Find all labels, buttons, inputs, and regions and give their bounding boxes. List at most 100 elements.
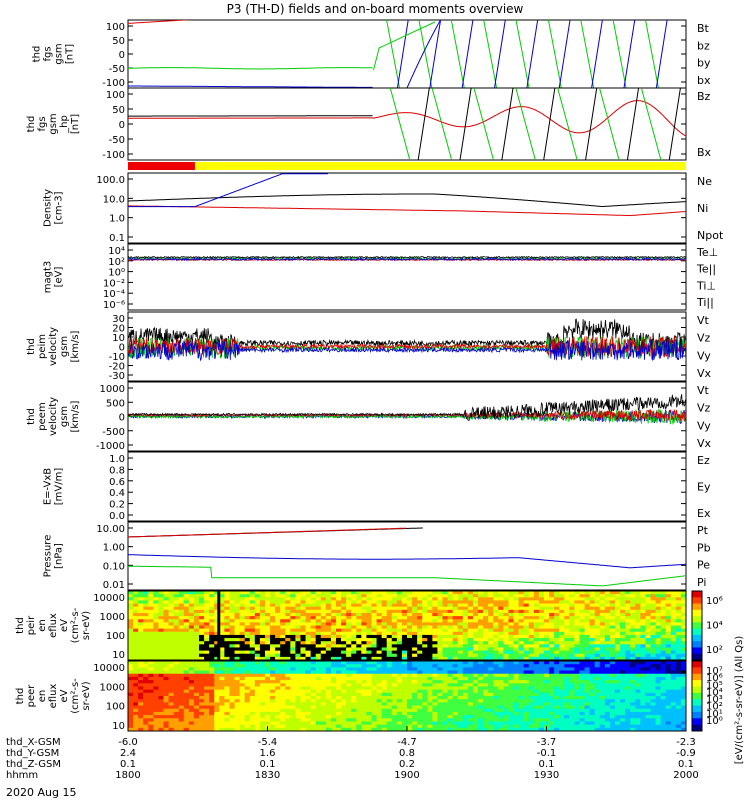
heatmap-cell [234,711,241,716]
heatmap-cell [457,708,464,713]
heatmap-cell [523,667,530,672]
heatmap-cell [538,705,545,710]
heatmap-cell [310,696,317,700]
heatmap-cell [391,715,398,719]
heatmap-cell [513,670,520,675]
heatmap-cell [239,680,246,684]
heatmap-cell [320,689,327,694]
heatmap-cell [371,638,378,642]
heatmap-cell [330,622,337,626]
ylabel: [eV] [54,267,65,288]
heatmap-cell [305,680,312,684]
ylabel: en [37,690,48,703]
heatmap-cell [163,597,170,601]
heatmap-cell [437,600,444,605]
heatmap-cell [620,702,626,707]
heatmap-cell [148,664,154,668]
heatmap-cell [533,664,540,668]
heatmap-cell [330,670,337,675]
heatmap-cell [229,612,236,617]
heatmap-cell [214,606,220,611]
heatmap-cell [543,653,550,658]
heatmap-cell [569,708,575,713]
heatmap-cell [209,702,215,707]
heatmap-cell [396,641,403,645]
heatmap-cell [204,661,210,665]
heatmap-cell [275,692,281,697]
heatmap-cell [361,594,367,598]
heatmap-cell [290,696,296,700]
heatmap-cell [391,705,398,710]
heatmap-cell [204,686,210,691]
heatmap-cell [635,667,641,672]
heatmap-cell [498,705,504,710]
heatmap-cell [574,727,580,731]
heatmap-cell [193,670,200,675]
heatmap-cell [270,625,276,630]
heatmap-cell [604,670,611,675]
heatmap-cell [538,673,545,678]
heatmap-cell [503,603,509,608]
heatmap-cell [244,692,251,697]
heatmap-cell [488,609,494,614]
heatmap-cell [614,650,621,655]
heatmap-cell [153,664,159,668]
heatmap-cell [290,638,296,642]
heatmap-cell [523,696,530,700]
heatmap-cell [351,628,357,633]
heatmap-cell [300,600,307,605]
heatmap-cell [239,591,246,595]
heatmap-cell [128,647,134,652]
ylabel: Density [43,189,54,227]
heatmap-cell [361,708,367,713]
heatmap-cell [442,689,449,694]
legend-bz: bz [697,39,710,52]
heatmap-cell [564,631,570,636]
heatmap-cell [270,594,276,598]
heatmap-cell [407,724,413,729]
heatmap-cell [371,594,378,598]
heatmap-cell [376,664,383,668]
heatmap-cell [264,644,271,648]
heatmap-cell [295,696,301,700]
heatmap-cell [417,683,423,687]
heatmap-cell [528,628,535,633]
heatmap-cell [483,683,489,687]
heatmap-cell [183,622,190,626]
heatmap-cell [209,661,215,665]
heatmap-cell [543,715,550,719]
heatmap-cell [564,644,570,648]
heatmap-cell [599,647,606,652]
heatmap-cell [559,647,565,652]
heatmap-cell [270,702,276,707]
heatmap-cell [533,603,540,608]
heatmap-cell [168,721,175,726]
heatmap-cell [457,667,464,672]
heatmap-cell [346,724,352,729]
heatmap-cell [472,664,479,668]
heatmap-cell [609,625,616,630]
heatmap-cell [153,591,159,595]
heatmap-cell [371,689,378,694]
heatmap-cell [335,625,342,630]
heatmap-cell [371,600,378,605]
heatmap-cell [259,609,266,614]
heatmap-cell [493,634,499,639]
plot-area [128,591,686,660]
heatmap-cell [518,603,525,608]
heatmap-cell [366,667,372,672]
heatmap-cell [518,711,525,716]
heatmap-cell [498,664,504,668]
heatmap-cell [417,702,423,707]
heatmap-cell [417,603,423,608]
heatmap-cell [351,647,357,652]
heatmap-cell [264,702,271,707]
heatmap-cell [559,641,565,645]
heatmap-cell [295,664,301,668]
heatmap-cell [467,670,474,675]
heatmap-cell [614,612,621,617]
heatmap-cell [412,653,418,658]
heatmap-cell [188,692,195,697]
heatmap-cell [346,644,352,648]
heatmap-cell [472,721,479,726]
